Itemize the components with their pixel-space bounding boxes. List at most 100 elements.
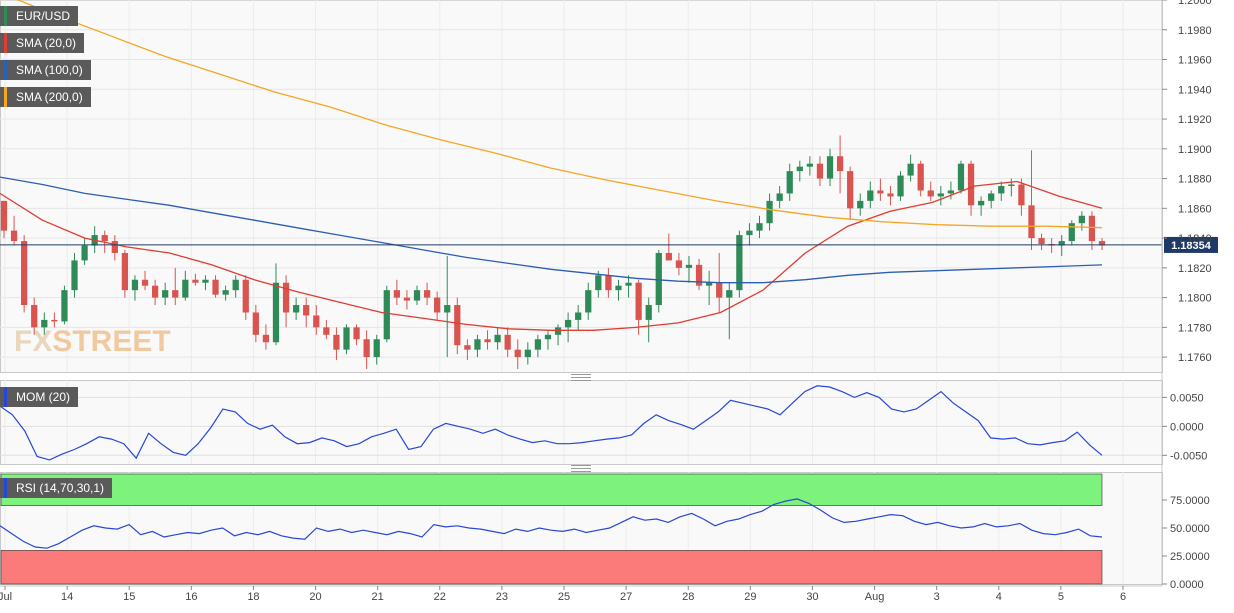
candle-body [1038, 238, 1045, 245]
candle-body [323, 327, 330, 335]
candle-body [282, 282, 290, 313]
candle-body [141, 279, 149, 286]
candle-body [786, 171, 793, 194]
candle-body [887, 193, 894, 197]
candle-body [61, 290, 68, 322]
candle-body [262, 334, 270, 343]
candle-body [434, 297, 441, 313]
legend-sma20[interactable]: SMA (20,0) [0, 33, 85, 53]
date-tick-label: 23 [496, 591, 508, 603]
rsi-tick-label: 25.0000 [1170, 551, 1210, 563]
date-tick-label: 20 [309, 591, 321, 603]
price-tick-label: 1.1920 [1178, 114, 1212, 126]
candle-body [927, 190, 934, 197]
legend-sma200[interactable]: SMA (200,0) [0, 87, 91, 107]
panel-resize-handle-rsi[interactable] [571, 465, 591, 472]
candle-body [977, 200, 985, 206]
price-tick-label: 1.1800 [1178, 293, 1212, 305]
price-tick-label: 1.1880 [1178, 174, 1212, 186]
date-tick-label: 18 [247, 591, 259, 603]
candle-body [1068, 223, 1075, 242]
price-tick-label: 1.1840 [1178, 233, 1212, 245]
candle-body [101, 235, 108, 242]
moving-averages [0, 0, 1103, 331]
momentum-tick-label: -0.0050 [1170, 450, 1207, 462]
rsi-tick-label: 0.0000 [1170, 579, 1204, 591]
candle-body [10, 230, 18, 242]
candle-body [816, 163, 824, 179]
candle-body [121, 252, 129, 291]
legend-sma100[interactable]: SMA (100,0) [0, 60, 91, 80]
rsi-panel [0, 473, 1103, 585]
candle-body [444, 305, 451, 313]
candle-body [524, 349, 531, 358]
candle-body [232, 279, 239, 291]
candle-body [615, 285, 622, 291]
candle-body [585, 290, 592, 313]
watermark: FXSTREET [14, 325, 171, 358]
candle-body [766, 200, 773, 224]
candle-body [172, 290, 179, 298]
candle-body [776, 193, 783, 201]
legend-rsi[interactable]: RSI (14,70,30,1) [0, 478, 113, 498]
candle-body [454, 305, 461, 346]
candle-body [625, 282, 632, 286]
candle-body [343, 327, 350, 350]
legend-momentum[interactable]: MOM (20) [0, 387, 78, 407]
date-tick-label: Jul [0, 591, 12, 603]
price-axis: 1.2000 1.1980 1.1960 1.1940 1.1920 1.1900 1.18… [1161, 0, 1212, 591]
symbol-swatch [4, 6, 7, 26]
panel-resize-handle-momentum[interactable] [571, 374, 591, 381]
candle-body [695, 264, 703, 286]
candle-body [131, 279, 139, 291]
rsi-tick-label: 75.0000 [1170, 495, 1210, 507]
rsi-tick-label: 50.0000 [1170, 523, 1210, 535]
candle-body [21, 241, 28, 306]
candle-body [746, 230, 753, 236]
price-tick-label: 1.2000 [1178, 0, 1212, 7]
rsi-swatch [4, 478, 7, 498]
legend-symbol-label: EUR/USD [16, 9, 71, 23]
candle-body [726, 290, 733, 298]
candle-body [716, 282, 723, 298]
date-tick-label: 21 [372, 591, 384, 603]
price-tick-label: 1.1760 [1178, 352, 1212, 364]
momentum-swatch [4, 387, 7, 407]
candle-body [353, 327, 360, 340]
candle-body [81, 245, 88, 261]
legend-sma20-label: SMA (20,0) [16, 36, 77, 50]
candle-body [1088, 215, 1096, 242]
current-price-line: 1.18354 [0, 236, 1218, 253]
current-price-label: 1.18354 [1171, 240, 1212, 252]
date-axis: Jul 14 15 16 18 20 21 22 23 25 27 28 29 30 Aug 3 4 5 6 [0, 585, 1162, 603]
price-tick-label: 1.1960 [1178, 55, 1212, 67]
candle-body [333, 334, 340, 350]
legend-momentum-label: MOM (20) [16, 390, 70, 404]
date-tick-label: 3 [934, 591, 940, 603]
price-tick-label: 1.1820 [1178, 263, 1212, 275]
momentum-line [0, 385, 1103, 461]
legend-sma200-label: SMA (200,0) [16, 90, 83, 104]
legend-symbol[interactable]: EUR/USD [0, 6, 79, 26]
candle-body [464, 345, 471, 350]
candle-body [1008, 184, 1015, 186]
candle-body [182, 279, 189, 298]
candle-body [393, 290, 400, 298]
candle-body [71, 260, 78, 291]
candle-body [222, 290, 229, 295]
candle-body [575, 312, 582, 320]
candle-body [836, 156, 844, 172]
candle-body [867, 190, 874, 201]
candle-body [252, 312, 259, 335]
candle-body [514, 349, 521, 358]
date-tick-label: 5 [1058, 591, 1064, 603]
price-tick-label: 1.1980 [1178, 25, 1212, 37]
candle-body [967, 163, 975, 206]
candle-body [484, 339, 491, 343]
price-tick-label: 1.1780 [1178, 322, 1212, 334]
svg-text:FXSTREET: FXSTREET [14, 325, 171, 358]
candle-body [847, 171, 854, 209]
date-tick-label: 27 [620, 591, 632, 603]
